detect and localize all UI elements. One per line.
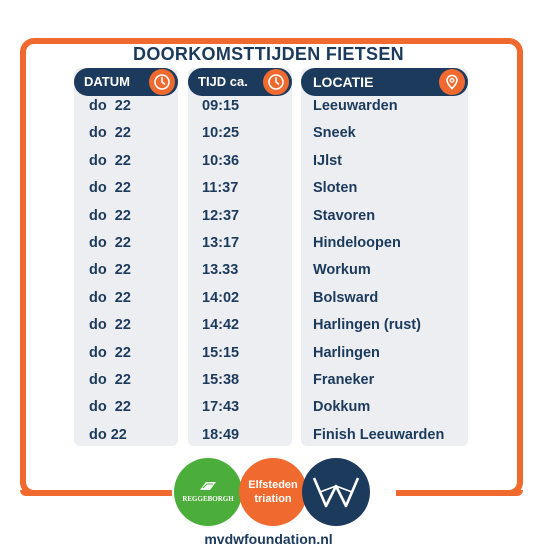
tijd-cell: 09:15 <box>202 98 240 114</box>
reggeborgh-label: REGGEBORGH <box>182 495 234 503</box>
datum-cell: do 22 <box>89 262 131 279</box>
reggeborgh-logo: REGGEBORGH <box>174 458 242 526</box>
header-tijd: TIJD ca. <box>188 68 292 96</box>
clock-icon <box>149 69 175 95</box>
tijd-cell: 13:17 <box>202 235 240 251</box>
locatie-cell: Dokkum <box>313 399 371 416</box>
tijd-cell: 15:15 <box>202 344 240 361</box>
header-datum-label: DATUM <box>84 74 130 89</box>
column-datum: DATUM do 22 do 22 do 22 do 22 do 22 do 22 do 2… <box>74 68 178 446</box>
orange-frame-bottom-right <box>396 490 523 496</box>
locatie-cell: Hindeloopen <box>313 235 401 251</box>
datum-cell: do 22 <box>89 317 131 334</box>
tijd-cell: 13.33 <box>202 262 239 279</box>
locatie-cell: Sloten <box>313 180 358 197</box>
locatie-cell: Bolsward <box>313 289 379 306</box>
header-datum: DATUM <box>74 68 178 96</box>
tijd-cell: 11:37 <box>202 180 239 197</box>
page-title: DOORKOMSTTIJDEN FIETSEN <box>133 44 404 64</box>
tijd-cell: 10:36 <box>202 152 240 169</box>
datum-cell: do 22 <box>89 289 131 306</box>
orange-frame-bottom-left <box>20 490 172 496</box>
header-locatie-label: LOCATIE <box>313 74 374 90</box>
elfsteden-label-line1: Elfsteden <box>248 479 298 491</box>
datum-cell: do 22 <box>89 426 127 443</box>
elfsteden-triathon-logo: Elfsteden triation <box>239 458 307 526</box>
datum-cell: do 22 <box>89 98 131 114</box>
locatie-cell: Harlingen (rust) <box>313 317 421 334</box>
location-pin-icon <box>439 69 465 95</box>
reggeborgh-mark-icon <box>200 482 216 490</box>
header-tijd-label: TIJD ca. <box>198 74 248 89</box>
orange-frame <box>20 38 523 496</box>
website-link[interactable]: mvdwfoundation.nl <box>204 531 333 547</box>
tijd-cell: 14:02 <box>202 289 240 306</box>
mvdw-w-icon <box>312 477 360 508</box>
locatie-cell: Franeker <box>313 372 375 388</box>
tijd-cell: 17:43 <box>202 399 240 416</box>
locatie-cell: Finish Leeuwarden <box>313 426 445 443</box>
clock-icon <box>263 69 289 95</box>
mvdw-foundation-logo <box>302 458 370 526</box>
sponsor-logos: REGGEBORGH Elfsteden triation <box>0 458 537 528</box>
tijd-cell: 10:25 <box>202 125 240 142</box>
locatie-cell: Stavoren <box>313 207 376 224</box>
tijd-cell: 14:42 <box>202 317 240 334</box>
datum-cell: do 22 <box>89 372 131 388</box>
datum-cell: do 22 <box>89 125 131 142</box>
locatie-cell: Workum <box>313 262 371 279</box>
datum-cell: do 22 <box>89 344 131 361</box>
locatie-cell: Sneek <box>313 125 356 142</box>
datum-cell: do 22 <box>89 152 131 169</box>
tijd-cell: 15:38 <box>202 372 240 388</box>
datum-cell: do 22 <box>89 207 131 224</box>
locatie-cell: IJlst <box>313 152 343 169</box>
header-locatie: LOCATIE <box>301 68 468 96</box>
column-locatie: LOCATIE Leeuwarden Sneek IJlst Sloten Stavor… <box>301 68 468 446</box>
tijd-cell: 18:49 <box>202 426 240 443</box>
datum-cell: do 22 <box>89 235 131 251</box>
datum-cell: do 22 <box>89 180 131 197</box>
tijd-cell: 12:37 <box>202 207 240 224</box>
datum-cell: do 22 <box>89 399 131 416</box>
column-tijd: TIJD ca. 09:15 10:25 10:36 11:37 12:37 13:17 1… <box>188 68 292 446</box>
locatie-cell: Harlingen <box>313 344 380 361</box>
locatie-cell: Leeuwarden <box>313 98 398 114</box>
elfsteden-label-line2: triation <box>254 493 292 505</box>
